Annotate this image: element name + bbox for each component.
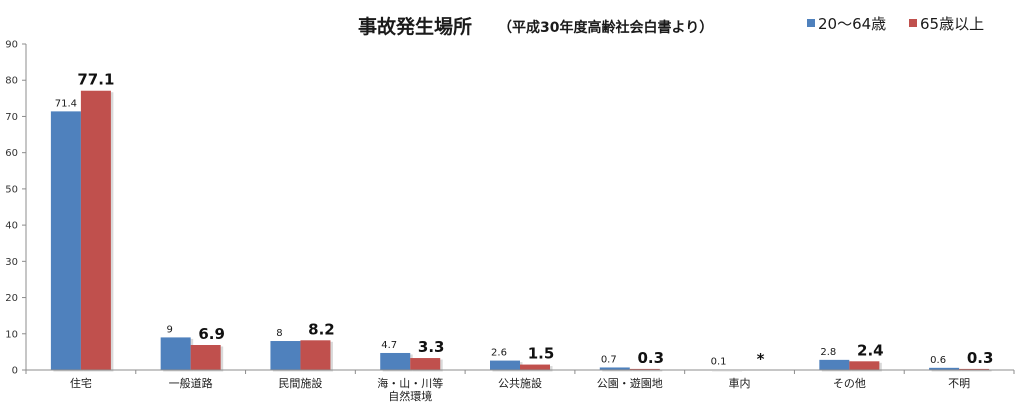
data-label-series-2: 6.9	[198, 325, 225, 343]
bar-series-2	[629, 368, 660, 370]
data-label-series-2: 3.3	[418, 338, 445, 356]
legend-label-series-2: 65歳以上	[920, 15, 984, 33]
bar-series-1	[270, 341, 301, 370]
data-label-series-2: 0.3	[967, 349, 994, 367]
y-tick-label: 80	[5, 76, 18, 87]
chart-title: 事故発生場所	[358, 15, 472, 38]
data-label-series-2: 2.4	[857, 341, 884, 359]
bar-series-1	[929, 367, 960, 370]
y-tick-label: 20	[5, 293, 18, 304]
bar-series-2	[190, 345, 221, 370]
data-label-series-1: 71.4	[55, 98, 77, 109]
data-label-series-2: 77.1	[77, 71, 114, 89]
y-tick-label: 10	[5, 329, 18, 340]
legend: 20〜64歳 65歳以上	[807, 15, 984, 33]
bar-series-1	[50, 111, 81, 370]
bar-series-2	[849, 361, 880, 370]
x-tick-label: 住宅	[70, 376, 92, 390]
bar-shadow	[961, 370, 992, 372]
x-tick-label: 海・山・川等自然環境	[377, 376, 443, 403]
y-tick-label: 40	[5, 221, 18, 232]
chart-subtitle: （平成30年度高齢社会白書より）	[498, 19, 713, 36]
legend-swatch-series-1	[807, 19, 815, 27]
bar-series-1	[819, 359, 850, 370]
bar-series-2	[410, 358, 441, 370]
data-label-series-1: 0.7	[601, 354, 617, 365]
data-label-series-1: 4.7	[381, 340, 397, 351]
bar-series-1	[380, 352, 411, 370]
bar-series-1	[599, 367, 630, 370]
x-axis: 住宅 一般道路 民間施設 海・山・川等自然環境 公共施設 公園・遊園地 車内 その他 不明	[25, 369, 1015, 403]
data-label-series-1: 9	[166, 324, 172, 335]
chart-header: 事故発生場所 （平成30年度高齢社会白書より）	[358, 15, 713, 38]
data-label-series-1: 8	[276, 328, 282, 339]
data-label-series-1: 0.1	[711, 357, 727, 368]
data-labels: 71.4 9 8 4.7 2.6 0.7 0.1 2.8 0.6 77.1 6.9 8.2 3.3 1.5…	[55, 71, 994, 368]
legend-swatch-series-2	[909, 19, 917, 27]
x-tick-label: 公園・遊園地	[597, 376, 663, 390]
data-label-series-2: 0.3	[637, 349, 664, 367]
x-tick-label: 民間施設	[278, 376, 322, 390]
y-tick-label: 0	[12, 366, 18, 377]
bar-series-2	[80, 90, 111, 370]
x-tick-label: 車内	[729, 376, 751, 390]
y-tick-label: 70	[5, 112, 18, 123]
bar-series-2	[520, 364, 550, 370]
bar-series-1	[490, 360, 520, 370]
y-tick-label: 60	[5, 148, 18, 159]
bar-series-2	[300, 340, 331, 370]
x-tick-label: その他	[833, 377, 866, 390]
y-tick-label: 50	[5, 184, 18, 195]
bar-series-1	[160, 337, 191, 370]
legend-label-series-1: 20〜64歳	[818, 15, 886, 33]
data-label-series-2: 1.5	[528, 345, 555, 363]
bar-shadow	[632, 370, 663, 372]
x-tick-label: 不明	[948, 377, 970, 390]
y-axis: 0 10 20 30 40 50 60 70 80 90	[5, 40, 27, 377]
x-tick-label: 公共施設	[498, 376, 542, 390]
data-label-series-1: 2.6	[491, 348, 507, 359]
data-label-series-2: *	[757, 350, 765, 368]
bar-series-2	[959, 368, 990, 370]
data-label-series-2: 8.2	[308, 320, 335, 338]
data-label-series-1: 2.8	[820, 347, 836, 358]
x-tick-label: 一般道路	[169, 376, 213, 390]
y-tick-label: 90	[5, 40, 18, 51]
bars	[50, 90, 992, 372]
y-tick-label: 30	[5, 257, 18, 268]
data-label-series-1: 0.6	[930, 355, 946, 366]
